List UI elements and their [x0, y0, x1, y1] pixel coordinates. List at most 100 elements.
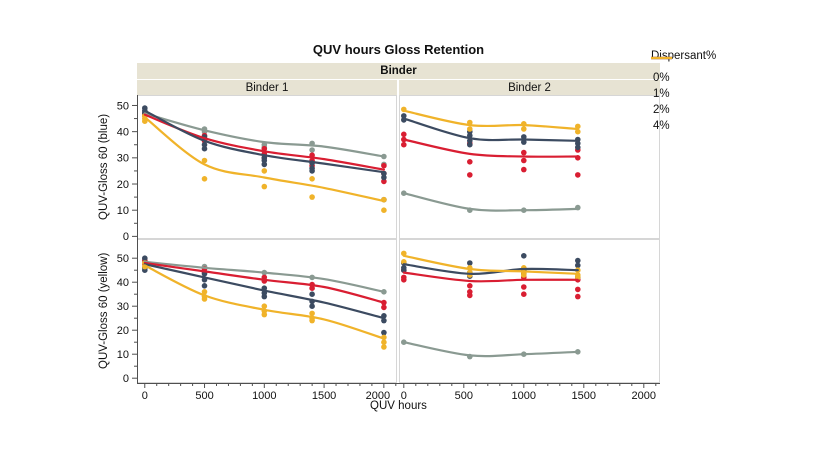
- data-point-4pct[interactable]: [261, 311, 268, 318]
- data-point-1pct[interactable]: [575, 172, 581, 178]
- fit-line-1pct-r1c1[interactable]: [402, 271, 579, 283]
- data-point-1pct[interactable]: [467, 283, 473, 289]
- data-point-1pct[interactable]: [521, 291, 527, 298]
- data-point-4pct[interactable]: [201, 176, 208, 182]
- data-point-1pct[interactable]: [467, 172, 473, 178]
- data-point-4pct[interactable]: [309, 317, 315, 324]
- fit-line-4pct-r0c0[interactable]: [143, 116, 385, 203]
- data-point-4pct[interactable]: [381, 339, 387, 346]
- y-tick-label: 30: [117, 153, 129, 165]
- data-point-1pct[interactable]: [401, 141, 407, 148]
- data-point-4pct[interactable]: [401, 259, 407, 265]
- data-point-2pct[interactable]: [142, 255, 148, 261]
- legend: Dispersant% 0% 1% 2% 4%: [651, 50, 791, 134]
- data-point-4pct[interactable]: [381, 207, 387, 213]
- data-point-4pct[interactable]: [309, 194, 315, 200]
- data-point-4pct[interactable]: [261, 183, 268, 190]
- data-point-2pct[interactable]: [575, 262, 581, 269]
- data-point-0pct[interactable]: [309, 147, 315, 153]
- data-point-1pct[interactable]: [467, 292, 473, 299]
- data-point-4pct[interactable]: [467, 126, 473, 132]
- data-point-1pct[interactable]: [401, 277, 407, 283]
- data-point-1pct[interactable]: [521, 284, 527, 290]
- data-point-4pct[interactable]: [401, 250, 407, 257]
- fit-line-2pct-r1c0[interactable]: [143, 263, 385, 320]
- data-point-2pct[interactable]: [575, 144, 581, 151]
- data-point-4pct[interactable]: [201, 289, 208, 295]
- y-tick-label: 10: [117, 205, 129, 217]
- data-point-4pct[interactable]: [309, 176, 315, 182]
- legend-swatch-line-icon: [651, 56, 672, 60]
- fit-line-2pct-r1c1[interactable]: [402, 263, 579, 275]
- data-point-2pct[interactable]: [381, 174, 387, 181]
- data-point-2pct[interactable]: [467, 260, 473, 266]
- data-point-4pct[interactable]: [381, 344, 387, 350]
- data-point-2pct[interactable]: [521, 253, 527, 259]
- data-point-1pct[interactable]: [467, 159, 473, 165]
- fit-line-0pct-r0c1[interactable]: [402, 192, 579, 212]
- legend-item-1pct[interactable]: 1%: [651, 56, 791, 102]
- data-point-1pct[interactable]: [521, 166, 527, 173]
- data-point-4pct[interactable]: [261, 303, 268, 310]
- data-point-2pct[interactable]: [381, 329, 387, 336]
- data-point-2pct[interactable]: [201, 145, 208, 152]
- data-point-4pct[interactable]: [261, 168, 268, 174]
- plot-panel-r1c1: [399, 239, 660, 383]
- data-point-2pct[interactable]: [309, 168, 315, 174]
- data-point-4pct[interactable]: [201, 157, 208, 164]
- data-point-1pct[interactable]: [381, 178, 387, 185]
- legend-item-label: 0%: [653, 72, 670, 84]
- data-point-2pct[interactable]: [261, 161, 268, 168]
- fit-line-1pct-r0c1[interactable]: [402, 138, 579, 158]
- fit-line-2pct-r0c1[interactable]: [402, 117, 579, 142]
- data-point-2pct[interactable]: [201, 141, 208, 148]
- data-point-2pct[interactable]: [401, 113, 407, 119]
- data-point-4pct[interactable]: [521, 126, 527, 132]
- data-point-1pct[interactable]: [521, 157, 527, 164]
- data-point-2pct[interactable]: [201, 283, 208, 289]
- data-point-2pct[interactable]: [261, 293, 268, 300]
- plot-panel-r0c1: [399, 95, 660, 239]
- chart-title: QUV hours Gloss Retention: [312, 42, 485, 57]
- data-point-1pct[interactable]: [401, 131, 407, 138]
- fit-line-0pct-r1c0[interactable]: [143, 260, 385, 293]
- fit-line-2pct-r0c0[interactable]: [143, 109, 385, 174]
- data-point-2pct[interactable]: [575, 140, 581, 147]
- legend-item-0pct[interactable]: 0%: [651, 56, 791, 86]
- x-axis-title: QUV hours: [370, 400, 427, 412]
- data-point-2pct[interactable]: [261, 157, 268, 164]
- data-point-2pct[interactable]: [309, 291, 315, 298]
- fit-line-0pct-r0c0[interactable]: [143, 112, 385, 158]
- fit-line-1pct-r1c0[interactable]: [143, 261, 385, 304]
- data-point-4pct[interactable]: [521, 272, 527, 278]
- data-point-2pct[interactable]: [381, 317, 387, 324]
- data-point-2pct[interactable]: [521, 134, 527, 140]
- fit-line-4pct-r1c1[interactable]: [402, 254, 579, 275]
- x-tick-label: 0: [142, 390, 148, 402]
- legend-item-4pct[interactable]: 4%: [651, 56, 791, 134]
- y-tick-label: 0: [123, 373, 129, 385]
- data-point-2pct[interactable]: [521, 139, 527, 145]
- fit-line-0pct-r1c1[interactable]: [402, 341, 579, 358]
- data-point-1pct[interactable]: [575, 286, 581, 293]
- data-point-2pct[interactable]: [309, 303, 315, 310]
- data-point-2pct[interactable]: [401, 267, 407, 274]
- data-point-1pct[interactable]: [309, 285, 315, 292]
- data-point-4pct[interactable]: [201, 296, 208, 302]
- fit-line-4pct-r1c0[interactable]: [143, 264, 385, 340]
- data-point-2pct[interactable]: [575, 257, 581, 264]
- data-point-1pct[interactable]: [521, 149, 527, 156]
- data-point-1pct[interactable]: [381, 304, 387, 311]
- data-point-1pct[interactable]: [381, 162, 387, 169]
- fit-line-4pct-r0c1[interactable]: [402, 109, 579, 131]
- legend-item-label: 1%: [653, 88, 670, 100]
- y-tick-label: 10: [117, 349, 129, 361]
- data-point-1pct[interactable]: [575, 293, 581, 300]
- y-tick-label: 40: [117, 126, 129, 138]
- data-point-2pct[interactable]: [467, 141, 473, 148]
- data-point-4pct[interactable]: [309, 310, 315, 317]
- legend-item-2pct[interactable]: 2%: [651, 56, 791, 118]
- data-point-4pct[interactable]: [575, 128, 581, 135]
